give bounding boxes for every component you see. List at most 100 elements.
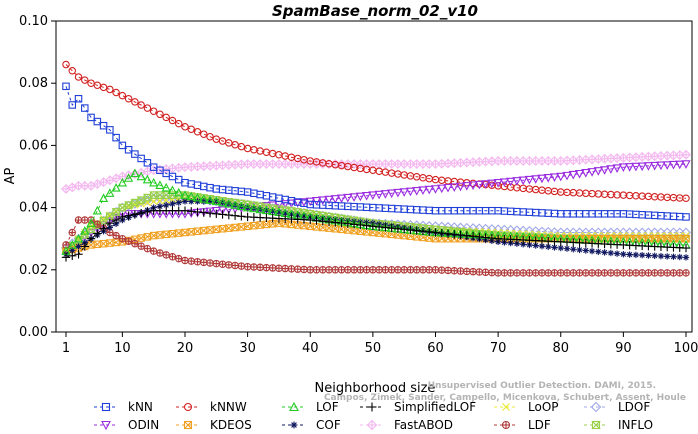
data-point	[200, 226, 208, 235]
data-point	[418, 227, 428, 236]
data-point	[67, 240, 77, 249]
data-point	[537, 174, 547, 184]
data-point	[217, 197, 228, 207]
legend-label: LDF	[528, 418, 551, 432]
data-point	[87, 113, 95, 122]
legend-item-kdeos: KDEOS	[176, 418, 252, 432]
data-point	[538, 269, 546, 277]
series-line	[65, 64, 687, 199]
data-point	[662, 161, 672, 170]
data-point	[181, 198, 189, 205]
legend-item-loop: LoOP	[494, 400, 559, 414]
data-point	[657, 269, 665, 277]
data-point	[462, 182, 472, 191]
legend-label: COF	[316, 418, 341, 432]
data-point	[318, 196, 328, 205]
data-point	[236, 201, 246, 211]
data-point	[293, 198, 303, 208]
data-point	[506, 269, 515, 277]
data-point	[544, 269, 552, 277]
data-point	[162, 251, 170, 259]
data-point	[112, 88, 120, 97]
data-point	[620, 251, 627, 258]
legend-label: FastABOD	[394, 418, 453, 432]
legend-label: ODIN	[128, 418, 159, 432]
data-point	[331, 266, 340, 274]
data-point	[626, 251, 633, 258]
data-point	[493, 178, 503, 188]
data-point	[563, 245, 571, 252]
data-point	[143, 159, 152, 167]
data-point	[462, 231, 472, 240]
data-point	[86, 234, 96, 243]
data-point	[505, 225, 516, 235]
data-point	[374, 222, 384, 232]
data-point	[663, 269, 671, 277]
data-point	[142, 174, 153, 184]
data-point	[424, 185, 434, 195]
data-point	[80, 226, 90, 235]
data-point	[361, 192, 372, 201]
data-point	[675, 160, 685, 170]
legend-item-lof: LOF	[282, 400, 339, 414]
legend-marker	[591, 420, 601, 430]
data-point	[570, 246, 577, 253]
data-point	[200, 130, 208, 138]
legend-marker	[183, 420, 193, 430]
data-point	[192, 192, 203, 202]
data-point	[500, 269, 509, 277]
data-point	[300, 265, 308, 274]
data-point	[325, 266, 333, 274]
data-point	[681, 160, 691, 169]
data-point	[588, 247, 596, 255]
data-point	[668, 160, 679, 170]
legend: kNN kNNW LOF SimplifiedLOF LoOP LDOF ODIN KDEOS…	[94, 400, 653, 432]
legend-marker	[290, 421, 298, 429]
data-point	[393, 224, 403, 233]
data-point	[607, 249, 615, 257]
legend-item-fastabod: FastABOD	[360, 418, 453, 432]
data-point	[337, 266, 346, 274]
legend-item-ldf: LDF	[494, 418, 551, 432]
data-point	[619, 269, 628, 277]
data-point	[518, 176, 528, 186]
data-point	[156, 249, 164, 257]
legend-item-knnw: kNNW	[176, 400, 247, 414]
data-point	[181, 122, 189, 131]
data-point	[480, 180, 491, 189]
data-point	[512, 177, 522, 186]
data-point	[355, 192, 365, 202]
data-point	[557, 244, 564, 252]
data-point	[480, 223, 491, 234]
data-point	[625, 163, 635, 172]
data-point	[175, 199, 182, 206]
data-point	[331, 218, 340, 227]
data-point	[237, 212, 246, 221]
data-point	[574, 169, 585, 179]
data-point	[406, 225, 415, 235]
data-point	[225, 261, 233, 269]
data-point	[99, 121, 108, 130]
data-point	[118, 141, 127, 150]
data-point	[356, 220, 365, 230]
plot-frame	[55, 20, 693, 333]
data-point	[312, 216, 321, 225]
data-point	[437, 228, 446, 238]
data-point	[268, 264, 277, 272]
data-point	[682, 194, 690, 203]
data-point	[311, 197, 322, 206]
data-point	[431, 228, 440, 237]
data-point	[111, 215, 121, 225]
data-point	[399, 225, 409, 234]
legend-marker	[590, 401, 602, 413]
data-point	[618, 163, 628, 173]
data-point	[281, 264, 289, 273]
data-point	[218, 260, 227, 268]
series-simplifiedlof	[61, 206, 691, 262]
x-tick-label: 70	[490, 341, 507, 356]
data-point	[650, 269, 659, 277]
data-point	[105, 218, 115, 228]
legend-marker	[366, 419, 378, 431]
data-point	[212, 259, 221, 268]
legend-label: SimplifiedLOF	[394, 400, 476, 414]
